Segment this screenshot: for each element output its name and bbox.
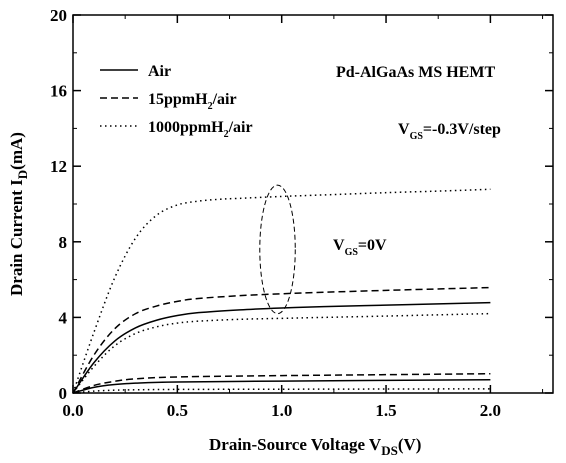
- series-group: [72, 188, 491, 394]
- x-tick-label: 1.5: [375, 401, 396, 420]
- legend-label-1000ppm: 1000ppmH2/air: [148, 119, 253, 140]
- device-label: Pd-AlGaAs MS HEMT: [336, 64, 495, 81]
- x-tick-label: 1.0: [271, 401, 292, 420]
- x-tick-label: 2.0: [480, 401, 501, 420]
- y-axis-title: Drain Current ID(mA): [7, 132, 30, 296]
- y-tick-label: 8: [59, 233, 68, 252]
- x-tick-label: 0.5: [167, 401, 188, 420]
- series-line-15ppmh2-air: [72, 372, 491, 394]
- y-tick-label: 20: [50, 6, 67, 25]
- y-tick-label: 0: [59, 384, 68, 403]
- legend: Air 15ppmH2/air 1000ppmH2/air: [100, 63, 253, 140]
- axis-ticks: 0.0 0.5 1.0 1.5 2.0 0 4 8 12 16 20: [50, 6, 553, 420]
- vgs-zero-highlight-ellipse: [259, 184, 296, 315]
- legend-label-air: Air: [148, 63, 171, 80]
- vgs-step-label: VGS=-0.3V/step: [398, 121, 501, 142]
- series-line-air: [72, 379, 491, 394]
- y-tick-label: 16: [50, 82, 67, 101]
- y-tick-label: 12: [50, 157, 67, 176]
- vgs-zero-label: VGS=0V: [333, 237, 387, 258]
- legend-label-15ppm: 15ppmH2/air: [148, 91, 237, 112]
- series-line-15ppmh2-air: [72, 286, 491, 394]
- series-line-1000ppmh2-air: [72, 188, 491, 394]
- x-tick-label: 0.0: [62, 401, 83, 420]
- x-axis-title: Drain-Source Voltage VDS(V): [209, 435, 421, 458]
- series-line-air: [72, 301, 491, 394]
- y-tick-label: 4: [59, 308, 68, 327]
